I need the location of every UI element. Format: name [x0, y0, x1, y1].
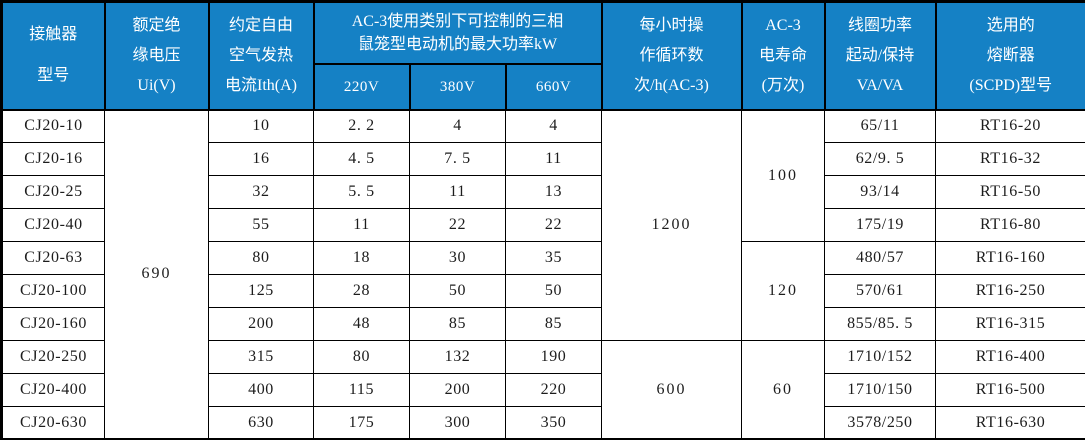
model-cell: CJ20-63: [1, 241, 105, 275]
model-cell: CJ20-400: [1, 373, 105, 407]
power-220-cell: 11: [313, 208, 410, 242]
power-660-cell: 190: [504, 340, 603, 374]
cycles-merged-cell: 600: [601, 340, 743, 440]
table-row: CJ20-100 125 28 50 50 570/61 RT16-250: [1, 274, 1085, 308]
ith-cell: 315: [208, 340, 314, 374]
table-row: CJ20-40 55 11 22 22 175/19 RT16-80: [1, 208, 1085, 242]
coil-cell: 1710/152: [824, 340, 937, 374]
life-merged-cell: 120: [741, 241, 826, 341]
fuse-cell: RT16-500: [935, 373, 1085, 407]
power-380-cell: 22: [409, 208, 506, 242]
fuse-cell: RT16-50: [935, 175, 1085, 209]
power-220-cell: 48: [313, 307, 410, 341]
power-380-cell: 200: [409, 373, 506, 407]
power-660-cell: 4: [504, 109, 603, 143]
table-row: CJ20-250 315 80 132 190 600 60 1710/152 …: [1, 340, 1085, 440]
ith-cell: 630: [208, 406, 314, 440]
power-380-cell: 4: [409, 109, 506, 143]
power-220-cell: 115: [313, 373, 410, 407]
fuse-cell: RT16-32: [935, 142, 1085, 176]
header-220v: 220V: [312, 62, 411, 111]
table-row: CJ20-16 16 4. 5 7. 5 11 62/9. 5 RT16-32: [1, 142, 1085, 176]
header-thermal-current: 约定自由 空气发热 电流Ith(A): [207, 0, 315, 111]
power-660-cell: 35: [504, 241, 603, 275]
header-660v: 660V: [504, 62, 603, 111]
header-insulation-voltage: 额定绝 缘电压 Ui(V): [103, 0, 210, 111]
power-220-cell: 2. 2: [313, 109, 410, 143]
fuse-cell: RT16-20: [935, 109, 1085, 143]
coil-cell: 175/19: [824, 208, 937, 242]
power-660-cell: 85: [504, 307, 603, 341]
coil-cell: 855/85. 5: [824, 307, 937, 341]
fuse-cell: RT16-160: [935, 241, 1085, 275]
fuse-cell: RT16-630: [935, 406, 1085, 440]
power-660-cell: 13: [504, 175, 603, 209]
power-380-cell: 85: [409, 307, 506, 341]
power-660-cell: 220: [504, 373, 603, 407]
fuse-cell: RT16-80: [935, 208, 1085, 242]
coil-cell: 62/9. 5: [824, 142, 937, 176]
ith-cell: 55: [208, 208, 314, 242]
model-cell: CJ20-100: [1, 274, 105, 308]
power-220-cell: 18: [313, 241, 410, 275]
coil-cell: 65/11: [824, 109, 937, 143]
power-220-cell: 28: [313, 274, 410, 308]
power-220-cell: 5. 5: [313, 175, 410, 209]
coil-cell: 570/61: [824, 274, 937, 308]
ith-cell: 16: [208, 142, 314, 176]
fuse-cell: RT16-400: [935, 340, 1085, 374]
power-380-cell: 132: [409, 340, 506, 374]
model-cell: CJ20-40: [1, 208, 105, 242]
coil-cell: 3578/250: [824, 406, 937, 440]
power-220-cell: 80: [313, 340, 410, 374]
header-model: 接触器 型号: [0, 0, 106, 111]
table-row: CJ20-400 400 115 200 220 1710/150 RT16-5…: [1, 373, 1085, 407]
model-cell: CJ20-16: [1, 142, 105, 176]
power-660-cell: 350: [504, 406, 603, 440]
table-row: CJ20-10 690 10 2. 2 4 4 1200 100 65/11 R…: [1, 109, 1085, 440]
header-cycles-per-hour: 每小时操 作循环数 次/h(AC-3): [600, 0, 743, 111]
model-cell: CJ20-25: [1, 175, 105, 209]
header-380v: 380V: [408, 62, 507, 111]
header-ac3-max-power-group: AC-3使用类别下可控制的三相 鼠笼型电动机的最大功率kW: [312, 0, 603, 65]
ith-cell: 80: [208, 241, 314, 275]
fuse-cell: RT16-315: [935, 307, 1085, 341]
coil-cell: 1710/150: [824, 373, 937, 407]
fuse-cell: RT16-250: [935, 274, 1085, 308]
header-coil-power: 线圈功率 起动/保持 VA/VA: [823, 0, 937, 111]
table-row: CJ20-630 630 175 300 350 3578/250 RT16-6…: [1, 406, 1085, 440]
header-electrical-life: AC-3 电寿命 (万次): [740, 0, 826, 111]
life-merged-cell: 100: [741, 109, 826, 242]
model-cell: CJ20-160: [1, 307, 105, 341]
model-cell: CJ20-630: [1, 406, 105, 440]
life-merged-cell: 60: [741, 340, 826, 440]
power-220-cell: 4. 5: [313, 142, 410, 176]
ith-cell: 400: [208, 373, 314, 407]
coil-cell: 480/57: [824, 241, 937, 275]
power-660-cell: 22: [504, 208, 603, 242]
power-220-cell: 175: [313, 406, 410, 440]
ui-merged-cell: 690: [104, 109, 209, 440]
table-row: CJ20-25 32 5. 5 11 13 93/14 RT16-50: [1, 175, 1085, 209]
power-380-cell: 30: [409, 241, 506, 275]
power-380-cell: 7. 5: [409, 142, 506, 176]
power-660-cell: 50: [504, 274, 603, 308]
model-cell: CJ20-250: [1, 340, 105, 374]
ith-cell: 32: [208, 175, 314, 209]
table-row: CJ20-160 200 48 85 85 855/85. 5 RT16-315: [1, 307, 1085, 341]
ith-cell: 200: [208, 307, 314, 341]
power-380-cell: 300: [409, 406, 506, 440]
ith-cell: 10: [208, 109, 314, 143]
coil-cell: 93/14: [824, 175, 937, 209]
power-380-cell: 50: [409, 274, 506, 308]
header-fuse-type: 选用的 熔断器 (SCPD)型号: [934, 0, 1085, 111]
model-cell: CJ20-10: [1, 109, 105, 143]
power-380-cell: 11: [409, 175, 506, 209]
power-660-cell: 11: [504, 142, 603, 176]
cycles-merged-cell: 1200: [601, 109, 743, 341]
ith-cell: 125: [208, 274, 314, 308]
